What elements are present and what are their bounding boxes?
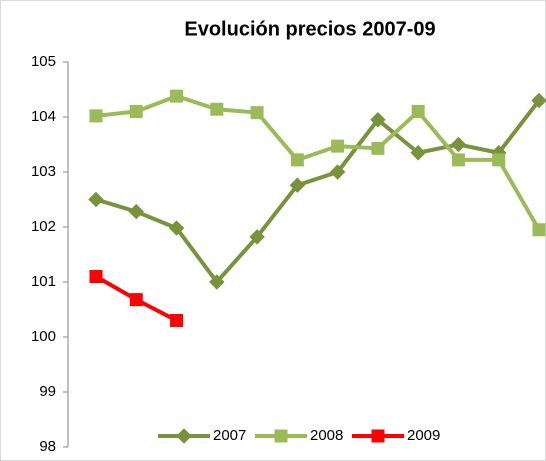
point xyxy=(451,153,465,167)
legend-label: 2009 xyxy=(407,427,440,444)
legend-label: 2008 xyxy=(310,427,343,444)
point xyxy=(331,139,345,153)
y-tick-label: 103 xyxy=(31,163,56,180)
y-tick-label: 98 xyxy=(39,438,56,455)
legend-marker xyxy=(274,429,288,443)
point xyxy=(371,141,385,155)
y-tick-label: 104 xyxy=(31,108,56,125)
point xyxy=(89,109,103,123)
point xyxy=(289,177,306,193)
point xyxy=(129,293,143,307)
point xyxy=(89,270,103,283)
point xyxy=(410,145,426,161)
point xyxy=(532,223,546,237)
y-tick-label: 105 xyxy=(31,53,56,70)
point xyxy=(450,136,467,153)
point xyxy=(531,92,546,109)
point xyxy=(170,314,184,327)
legend-label: 2007 xyxy=(213,427,246,444)
point xyxy=(170,89,184,103)
point xyxy=(209,274,225,290)
y-tick-label: 102 xyxy=(31,218,56,235)
legend-marker xyxy=(176,428,192,444)
point xyxy=(290,153,304,167)
point xyxy=(370,112,386,128)
series-line xyxy=(95,93,541,231)
point xyxy=(492,153,506,167)
y-tick-label: 100 xyxy=(31,328,56,345)
point xyxy=(129,105,143,118)
point xyxy=(411,105,425,118)
point xyxy=(329,164,346,180)
point xyxy=(249,229,265,245)
series-line xyxy=(95,99,541,286)
point xyxy=(128,203,144,220)
point xyxy=(88,191,104,208)
chart-title: Evolución precios 2007-09 xyxy=(184,18,435,40)
point xyxy=(210,102,224,116)
y-tick-label: 101 xyxy=(31,273,56,290)
point xyxy=(250,106,264,120)
point xyxy=(168,220,185,236)
legend-marker xyxy=(371,429,385,443)
y-tick-label: 99 xyxy=(39,383,56,400)
